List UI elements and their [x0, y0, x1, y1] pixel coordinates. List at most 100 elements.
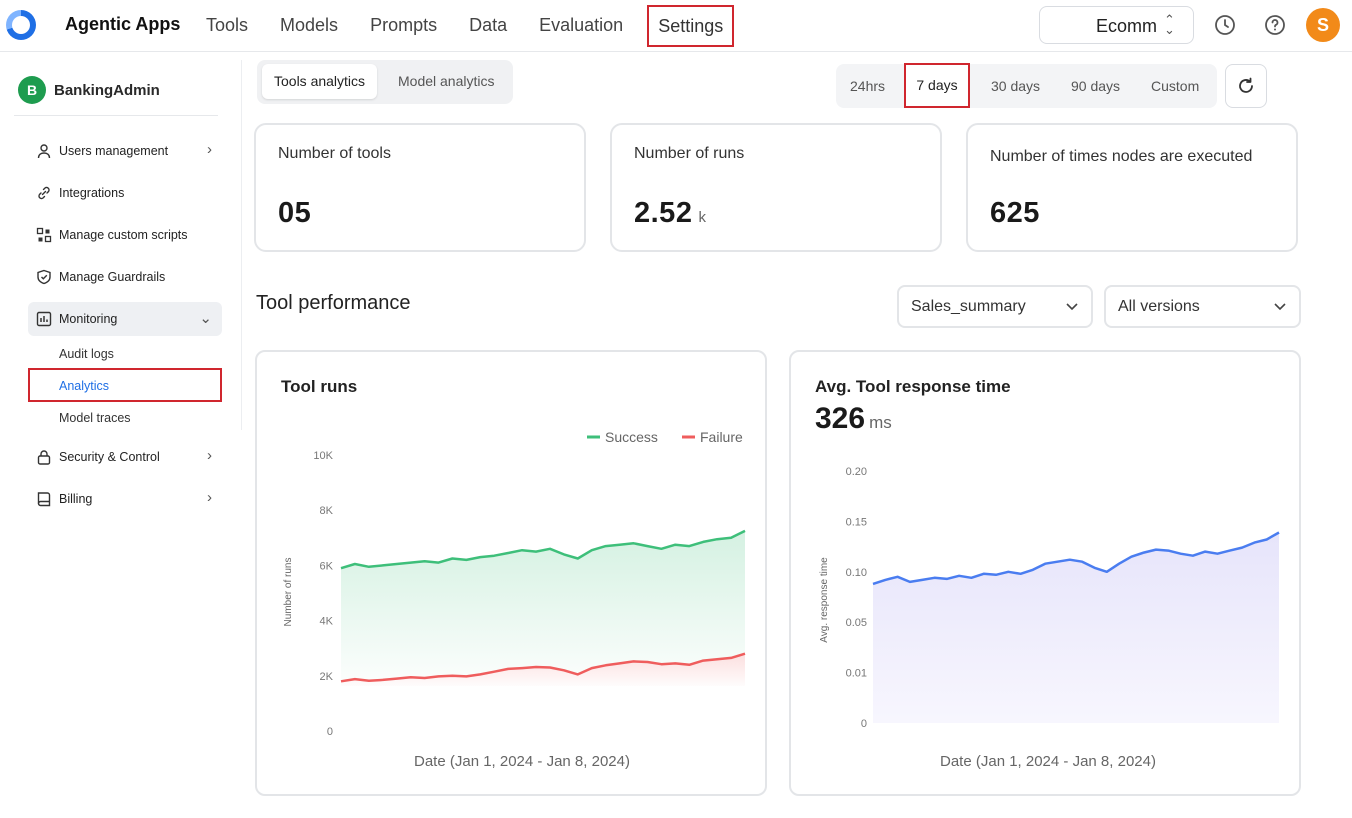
kpi-value: 625 [990, 197, 1040, 229]
range-7-days[interactable]: 7 days [904, 63, 970, 108]
tenant-selector[interactable]: Ecomm ⌃ ⌄ [1039, 6, 1194, 44]
version-select-dropdown[interactable]: All versions [1104, 285, 1301, 328]
kpi-value-wrap: 2.52 k [634, 197, 706, 230]
y-tick-label: 0.01 [846, 668, 867, 680]
refresh-icon [1239, 77, 1253, 93]
y-tick-label: 8K [320, 505, 334, 517]
metric-unit: ms [869, 413, 892, 432]
kpi-title: Number of times nodes are executed [990, 148, 1253, 165]
time-range-selector: 24hrs 7 days 30 days 90 days Custom [836, 63, 1217, 108]
response-time-chart: 0.20 0.15 0.10 0.05 0.01 0 Avg. response time D… [819, 466, 1280, 770]
nav-prompts[interactable]: Prompts [370, 15, 438, 35]
y-axis-label: Number of runs [283, 558, 294, 627]
link-icon [38, 186, 50, 200]
nav-evaluation[interactable]: Evaluation [539, 15, 624, 35]
sidebar-item-label: Monitoring [59, 312, 118, 326]
range-90-days[interactable]: 90 days [1071, 78, 1121, 94]
sidebar-item-label: Users management [59, 144, 169, 158]
chevron-down-icon [1066, 303, 1078, 311]
y-tick-label: 0 [327, 726, 333, 738]
kpi-card-nodes: Number of times nodes are executed 625 [966, 123, 1298, 252]
y-tick-label: 0.05 [846, 617, 867, 629]
sidebar-item-monitoring[interactable]: Monitoring ⌄ [28, 302, 222, 336]
success-area [341, 530, 745, 682]
analytics-tabs: Tools analytics Model analytics [257, 60, 513, 104]
y-tick-label: 0 [861, 718, 867, 730]
x-axis-label: Date (Jan 1, 2024 - Jan 8, 2024) [414, 753, 630, 770]
nav-tools[interactable]: Tools [206, 15, 249, 35]
app-brand[interactable]: Agentic Apps [65, 14, 181, 34]
section-title: Tool performance [256, 292, 411, 314]
sidebar-item-security[interactable]: Security & Control › [28, 440, 222, 474]
card-title: Tool runs [281, 377, 358, 396]
sidebar-item-label: Billing [59, 492, 93, 506]
app-logo-icon[interactable] [6, 10, 36, 40]
dropdown-value: All versions [1118, 298, 1200, 315]
card-title: Avg. Tool response time [815, 377, 1011, 396]
sidebar-sub-analytics[interactable]: Analytics [28, 368, 222, 402]
tool-runs-chart: 10K 8K 6K 4K 2K 0 Number of runs Success Failure… [283, 429, 746, 770]
success-line [340, 529, 746, 570]
lock-icon [37, 450, 51, 465]
sidebar-sub-model-traces[interactable]: Model traces [59, 411, 131, 425]
top-nav-bar: Agentic Apps Tools Models Prompts Data E… [0, 0, 1352, 52]
chevron-right-icon: › [207, 489, 212, 506]
org-badge: B [18, 76, 46, 104]
sidebar-item-label: Integrations [59, 186, 125, 200]
range-custom[interactable]: Custom [1151, 78, 1200, 94]
tab-tools-analytics[interactable]: Tools analytics [262, 64, 378, 99]
sidebar-divider [241, 60, 242, 430]
range-30-days[interactable]: 30 days [991, 78, 1041, 94]
chevron-down-icon: ⌄ [199, 310, 212, 327]
kpi-value: 2.52 [634, 197, 693, 229]
nav-data[interactable]: Data [469, 15, 508, 35]
org-name: BankingAdmin [54, 82, 160, 99]
sidebar-item-integrations[interactable]: Integrations [28, 176, 222, 210]
scripts-icon [36, 227, 52, 243]
history-clock-icon[interactable] [1214, 14, 1236, 36]
tenant-label: Ecomm [1096, 16, 1158, 36]
sidebar-item-label: Manage custom scripts [59, 228, 188, 242]
sidebar-item-custom-scripts[interactable]: Manage custom scripts [28, 218, 222, 252]
range-24hrs[interactable]: 24hrs [850, 78, 886, 94]
refresh-button[interactable] [1225, 64, 1267, 108]
org-header: B BankingAdmin [14, 62, 218, 116]
user-icon [37, 144, 51, 159]
updown-chevron-icon: ⌃ ⌄ [1164, 12, 1175, 37]
sidebar-item-label: Manage Guardrails [59, 270, 166, 284]
y-tick-label: 0.10 [846, 567, 867, 579]
chevron-right-icon: › [207, 447, 212, 464]
kpi-value: 05 [278, 197, 312, 229]
tab-model-analytics[interactable]: Model analytics [398, 73, 495, 89]
metric-wrap: 326 ms [815, 402, 892, 436]
tool-runs-card: Tool runs 10K 8K 6K 4K 2K 0 Number of runs Succ… [255, 350, 767, 796]
sidebar-item-billing[interactable]: Billing › [28, 482, 222, 516]
y-tick-label: 6K [320, 560, 334, 572]
sidebar-item-guardrails[interactable]: Manage Guardrails [28, 260, 222, 294]
nav-settings[interactable]: Settings [647, 5, 735, 47]
response-time-card: Avg. Tool response time 326 ms 0.20 0.15 0.… [789, 350, 1301, 796]
kpi-card-tools: Number of tools 05 [254, 123, 586, 252]
y-tick-label: 2K [320, 671, 334, 683]
y-tick-label: 0.15 [846, 516, 867, 528]
chevron-right-icon: › [207, 141, 212, 158]
response-line [872, 531, 1280, 586]
y-axis-label: Avg. response time [819, 557, 830, 643]
legend-success-label: Success [605, 429, 658, 445]
tool-select-dropdown[interactable]: Sales_summary [897, 285, 1093, 328]
sidebar-sub-audit-logs[interactable]: Audit logs [59, 347, 114, 361]
help-icon[interactable] [1264, 14, 1286, 36]
y-tick-label: 4K [320, 616, 334, 628]
nav-models[interactable]: Models [280, 15, 339, 35]
sidebar-item-users-management[interactable]: Users management › [28, 134, 222, 168]
y-tick-label: 10K [313, 450, 333, 462]
response-area [873, 532, 1279, 723]
metric-value: 326 [815, 402, 866, 435]
book-icon [37, 492, 51, 507]
kpi-unit: k [698, 209, 707, 226]
kpi-title: Number of runs [634, 145, 745, 162]
chevron-down-icon [1274, 303, 1286, 311]
user-avatar[interactable]: S [1306, 8, 1340, 42]
legend-failure-label: Failure [700, 429, 743, 445]
x-axis-label: Date (Jan 1, 2024 - Jan 8, 2024) [940, 753, 1156, 770]
